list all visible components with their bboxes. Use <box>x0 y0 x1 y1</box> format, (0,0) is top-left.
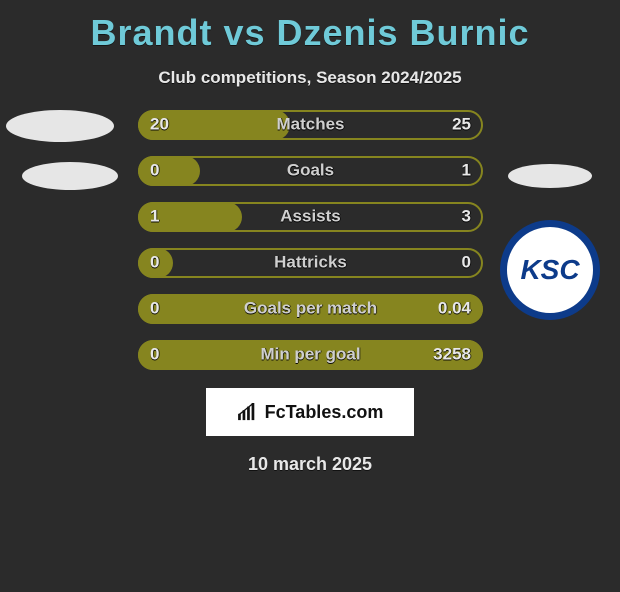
stat-row: 0 Hattricks 0 <box>138 248 483 278</box>
stat-value-left: 0 <box>150 299 159 319</box>
left-placeholder-ellipse <box>6 110 114 142</box>
stat-label: Matches <box>276 115 344 135</box>
stat-label: Assists <box>280 207 340 227</box>
stat-value-right: 0.04 <box>438 299 471 319</box>
stat-value-left: 0 <box>150 345 159 365</box>
stat-value-right: 25 <box>452 115 471 135</box>
club-crest-ksc: KSC <box>500 220 600 320</box>
stat-row: 0 Min per goal 3258 <box>138 340 483 370</box>
stat-bars: 20 Matches 25 0 Goals 1 1 Assists 3 0 Hattricks 0 0 G… <box>138 110 483 370</box>
stat-value-left: 0 <box>150 161 159 181</box>
stat-row: 1 Assists 3 <box>138 202 483 232</box>
stat-label: Hattricks <box>274 253 347 273</box>
stat-value-right: 3 <box>462 207 471 227</box>
right-placeholder-ellipse <box>508 164 592 188</box>
watermark-text: FcTables.com <box>265 402 384 423</box>
left-placeholder-ellipse <box>22 162 118 190</box>
stat-value-right: 1 <box>462 161 471 181</box>
right-badge-column: KSC <box>500 164 600 320</box>
stat-label: Goals <box>287 161 334 181</box>
stat-value-left: 0 <box>150 253 159 273</box>
stat-value-right: 3258 <box>433 345 471 365</box>
stat-row: 0 Goals 1 <box>138 156 483 186</box>
subtitle: Club competitions, Season 2024/2025 <box>0 68 620 88</box>
page-title: Brandt vs Dzenis Burnic <box>0 12 620 54</box>
stat-label: Goals per match <box>244 299 377 319</box>
bar-chart-icon <box>237 403 259 421</box>
stat-label: Min per goal <box>260 345 360 365</box>
stat-row: 0 Goals per match 0.04 <box>138 294 483 324</box>
watermark: FcTables.com <box>206 388 414 436</box>
stat-fill <box>138 156 200 186</box>
stat-value-left: 1 <box>150 207 159 227</box>
stat-value-left: 20 <box>150 115 169 135</box>
crest-text: KSC <box>520 254 579 286</box>
date-label: 10 march 2025 <box>0 454 620 475</box>
stat-value-right: 0 <box>462 253 471 273</box>
stat-row: 20 Matches 25 <box>138 110 483 140</box>
comparison-stage: 20 Matches 25 0 Goals 1 1 Assists 3 0 Hattricks 0 0 G… <box>0 110 620 370</box>
